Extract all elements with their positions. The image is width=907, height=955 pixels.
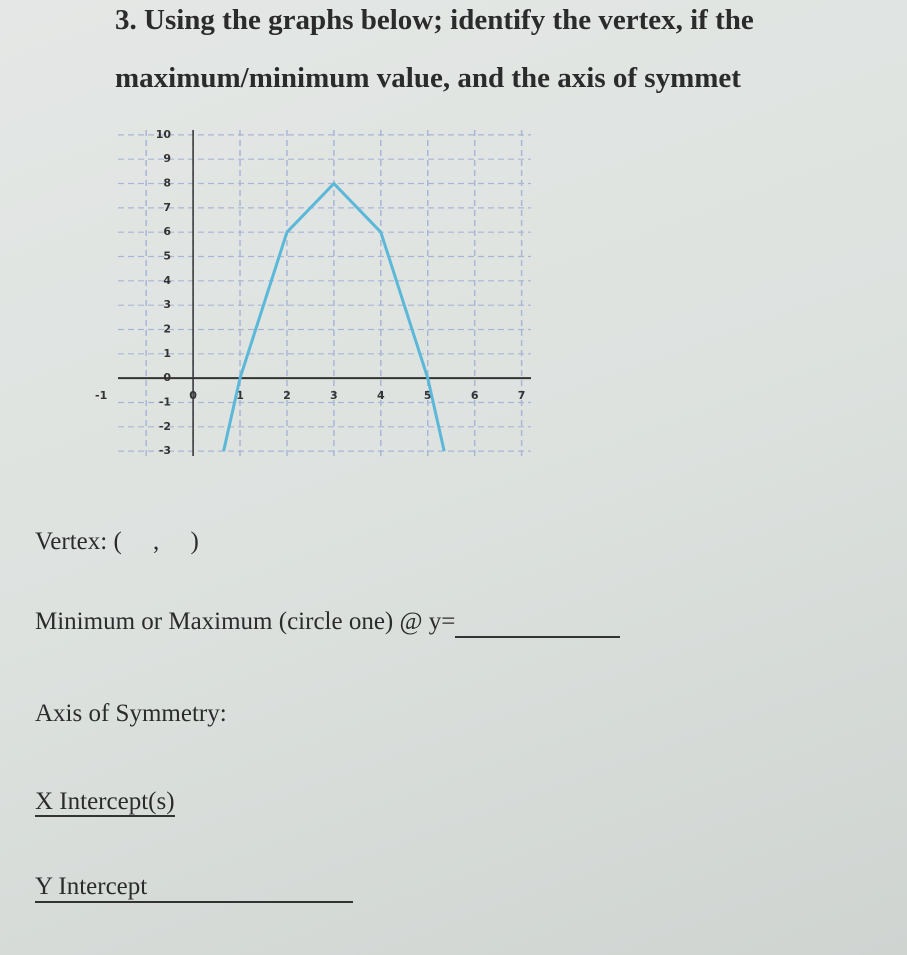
x-tick-label: 1	[236, 389, 244, 402]
question-line: maximum/minimum value, and the axis of s…	[115, 62, 741, 94]
y-tick-label: 6	[163, 225, 171, 238]
x-tick-label: 7	[518, 389, 526, 402]
question: 3. Using the graphs below; identify the …	[115, 4, 754, 37]
axis-field: Axis of Symmetry:	[35, 700, 227, 727]
answer-blank: ​	[455, 608, 621, 638]
extremum-label: Minimum or Maximum (circle one) @ y=	[35, 608, 456, 635]
x-tick-label: 5	[424, 389, 432, 402]
y-tick-label: 5	[163, 250, 171, 263]
y-tick-label: -2	[159, 420, 171, 433]
y-tick-label: 4	[163, 274, 171, 287]
x-tick-label: -1	[95, 389, 107, 402]
x-tick-label: 6	[471, 389, 479, 402]
question-number: 3.	[115, 4, 137, 36]
y-tick-label: 7	[163, 201, 171, 214]
y-tick-label: 10	[156, 128, 172, 141]
y-tick-label: 3	[163, 298, 171, 311]
question-line: Using the graphs below; identify the ver…	[144, 4, 754, 36]
y-tick-label: 2	[163, 322, 171, 335]
x-tick-label: 4	[377, 389, 385, 402]
y-intercept-field: Y Intercept	[35, 873, 353, 903]
y-tick-label: -3	[159, 444, 171, 457]
y-tick-label: -1	[159, 395, 171, 408]
x-tick-label: 3	[330, 389, 338, 402]
graph: -101234567-3-2-1012345678910	[95, 128, 531, 457]
x-tick-label: 2	[283, 389, 291, 402]
vertex-field: Vertex: ( , )	[35, 528, 199, 555]
y-tick-label: 1	[163, 347, 171, 360]
parabola	[222, 182, 446, 452]
extremum-field: Minimum or Maximum (circle one) @ y=​	[35, 608, 621, 638]
y-tick-label: 8	[163, 177, 171, 190]
x-intercept-field: X Intercept(s)	[35, 788, 175, 817]
y-tick-label: 9	[163, 152, 171, 165]
